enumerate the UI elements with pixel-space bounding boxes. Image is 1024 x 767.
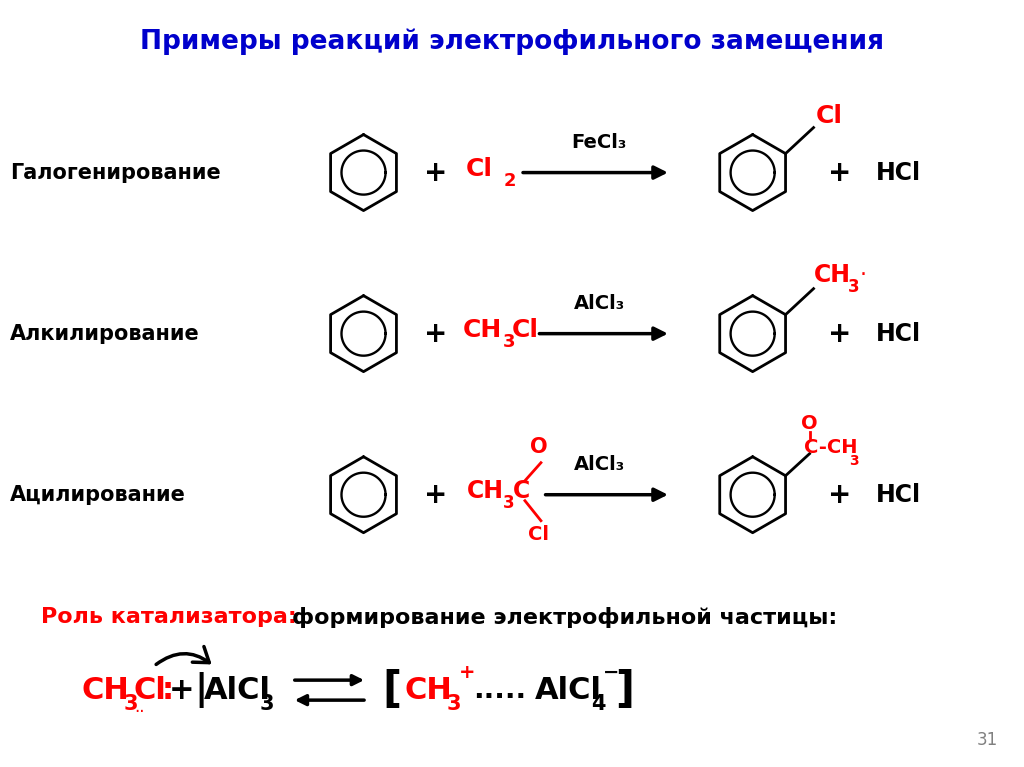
Text: HCl: HCl [876,160,921,185]
Text: CH: CH [467,479,504,502]
Text: O: O [801,414,818,433]
Text: CH: CH [463,318,502,341]
Text: O: O [530,436,548,456]
Text: Роль катализатора:: Роль катализатора: [41,607,297,627]
Text: C-CH: C-CH [804,438,857,457]
Text: 3: 3 [850,454,859,468]
Text: .....: ..... [473,676,526,704]
Text: +: + [169,676,195,705]
Text: +: + [828,481,851,509]
Text: Примеры реакций электрофильного замещения: Примеры реакций электрофильного замещени… [140,29,884,55]
Text: +: + [424,481,446,509]
Text: Cl: Cl [512,318,539,341]
Text: +: + [828,159,851,186]
Text: [: [ [382,669,401,711]
Text: +: + [459,663,475,682]
Text: Cl: Cl [528,525,550,545]
Text: :: : [162,676,174,705]
Text: Cl: Cl [466,156,493,180]
Text: 3: 3 [848,278,859,295]
Text: CH: CH [82,676,130,705]
Text: HCl: HCl [876,482,921,507]
Text: формирование электрофильной частицы:: формирование электрофильной частицы: [292,607,837,628]
Text: Алкилирование: Алкилирование [10,324,200,344]
Text: 31: 31 [977,731,998,749]
Text: AlCl₃: AlCl₃ [573,295,625,313]
Text: 3: 3 [503,333,515,351]
Text: +: + [424,320,446,347]
Text: Ацилирование: Ацилирование [10,485,186,505]
Text: AlCl: AlCl [535,676,602,705]
Text: HCl: HCl [876,321,921,346]
Text: AlCl: AlCl [204,676,271,705]
Text: |: | [194,672,207,708]
Text: 3: 3 [260,694,274,714]
Text: 2: 2 [504,172,516,189]
Text: AlCl₃: AlCl₃ [573,456,625,474]
Text: ·: · [859,265,866,285]
Text: FeCl₃: FeCl₃ [571,133,627,152]
Text: 4: 4 [591,694,605,714]
Text: −: − [603,663,620,682]
Text: 3: 3 [503,494,515,512]
Text: ]: ] [615,669,634,711]
Text: 3: 3 [446,694,462,714]
Text: 3: 3 [124,694,138,714]
Text: Cl: Cl [815,104,843,127]
FancyArrowPatch shape [156,647,209,664]
Text: Cl: Cl [134,676,167,705]
Text: +: + [424,159,446,186]
Text: C: C [513,479,530,502]
Text: CH: CH [813,262,851,287]
Text: Галогенирование: Галогенирование [10,163,221,183]
Text: +: + [828,320,851,347]
Text: ··: ·· [134,703,144,721]
Text: CH: CH [404,676,453,705]
